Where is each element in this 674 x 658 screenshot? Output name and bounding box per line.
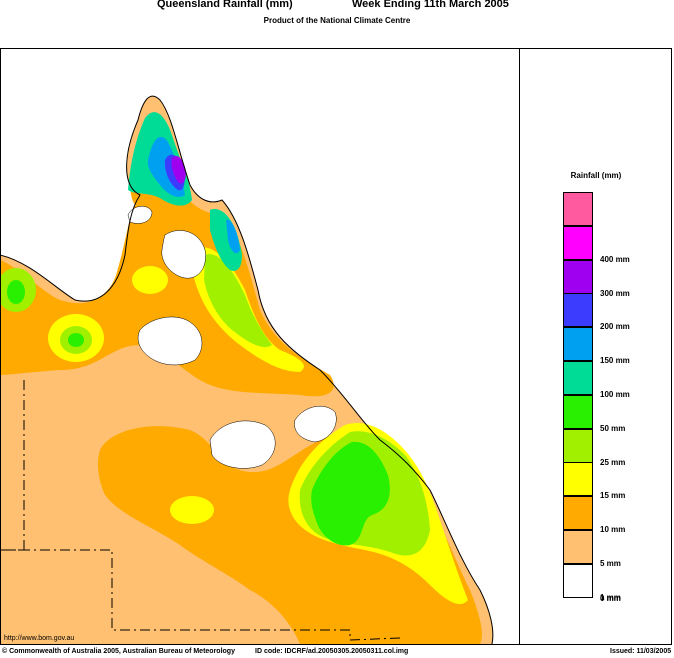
source-url[interactable]: http://www.bom.gov.au [4,635,75,642]
rain-area-100-150mm-east [226,219,240,254]
rain-area-200-300mm [171,155,186,184]
legend-swatch [563,428,593,463]
legend-swatch [563,563,593,598]
rain-area-10-15mm-inland [132,266,168,294]
legend-swatch [563,530,593,564]
legend-swatch [563,327,593,362]
issued-date: Issued: 11/03/2005 [610,648,672,655]
legend-swatch [563,496,593,531]
coastline [1,95,494,644]
legend-label: 15 mm [600,491,626,501]
dry-area-1 [161,230,206,279]
legend-swatch [563,394,593,429]
rain-area-10-15mm-central [170,496,214,524]
legend-swatch [563,225,593,260]
map-subtitle: Product of the National Climate Centre [263,16,411,25]
legend-label: 300 mm [600,288,630,298]
legend-divider [519,48,520,645]
copyright-text: © Commonwealth of Australia 2005, Austra… [2,648,235,655]
legend-swatch [563,293,593,328]
legend-label: 50 mm [600,423,626,433]
dry-area-4 [294,405,337,443]
rain-area-25-50mm-gulf [68,333,84,347]
dry-area-2 [137,316,203,366]
map-title: Queensland Rainfall (mm) [157,0,293,10]
dry-area-5 [127,206,153,224]
legend-label: 100 mm [600,390,630,399]
legend-label: 25 mm [600,457,626,467]
legend-label: 5 mm [600,559,621,568]
legend-swatch [563,361,593,395]
legend-title: Rainfall (mm) [570,171,622,180]
legend-bottom-label: 0 mm [600,594,621,603]
legend-swatch [563,259,593,294]
legend-label: 1 mm [600,592,621,602]
dry-area-3 [209,420,276,469]
rain-area-25-50mm-west [7,280,25,304]
map-period: Week Ending 11th March 2005 [352,0,509,10]
legend-label: 10 mm [600,525,626,535]
legend-label: 400 mm [600,254,630,264]
legend-label: 150 mm [600,356,630,366]
legend-swatch [563,462,593,497]
rain-area-50-100mm-east [210,209,242,271]
rain-area-25-50mm [311,441,390,546]
legend-swatch [563,192,593,226]
id-code-text: ID code: IDCRF/ad.20050305.20050311.col.… [255,648,409,655]
legend-label: 200 mm [600,322,630,332]
rain-area-15-25mm-coast [204,254,272,348]
state-border-sa-nsw [1,549,401,641]
